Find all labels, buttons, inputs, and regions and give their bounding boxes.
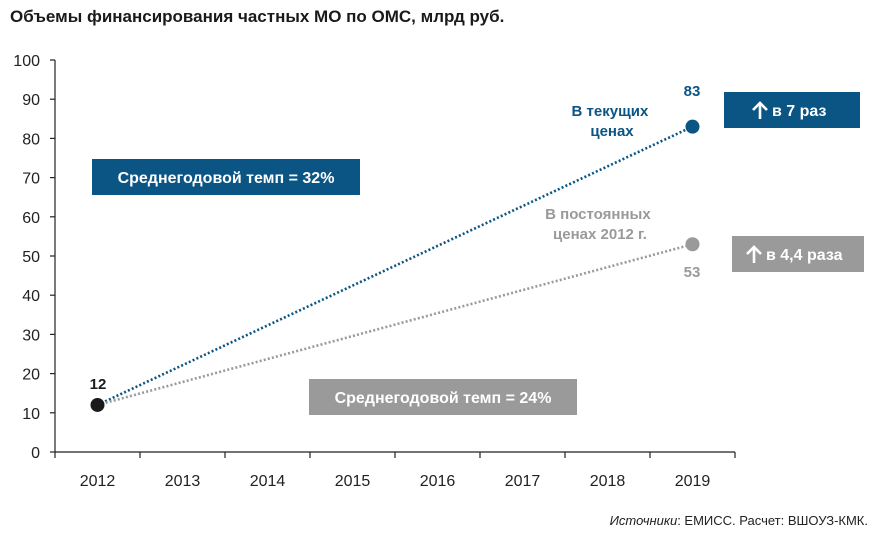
x-tick-label: 2015 [335, 473, 371, 490]
annotation-current-rate-text: Среднегодовой темп = 32% [118, 170, 335, 187]
series-layer [90, 119, 700, 412]
x-tick-label: 2017 [505, 473, 541, 490]
x-tick-label: 2018 [590, 473, 626, 490]
series-line-constant [97, 242, 693, 407]
series-line-current [96, 125, 694, 407]
series-label-current-line1: В текущих [572, 103, 649, 120]
data-label-current-end: 83 [684, 83, 701, 100]
arrow-up-icon [746, 245, 762, 263]
y-tick-label: 40 [22, 288, 40, 305]
y-tick-label: 80 [22, 131, 40, 148]
x-ticks: 2012 2013 2014 2015 2016 2017 2018 2019 [54, 452, 736, 490]
annotation-constant-growth-text: в 4,4 раза [766, 247, 843, 264]
y-tick-label: 90 [22, 92, 40, 109]
source-label: Источники [610, 513, 678, 528]
annotation-current-growth-text: в 7 раз [772, 103, 826, 120]
y-tick-label: 50 [22, 249, 40, 266]
arrow-up-icon [752, 101, 768, 119]
y-tick-label: 0 [31, 445, 40, 462]
data-point-start [90, 397, 105, 412]
annotation-constant-rate: Среднегодовой темп = 24% [309, 379, 577, 415]
data-point-current-end [685, 119, 700, 134]
series-label-constant: В постоянных ценах 2012 г. [545, 206, 655, 243]
x-tick-label: 2012 [80, 473, 116, 490]
y-tick-label: 60 [22, 210, 40, 227]
x-tick-label: 2013 [165, 473, 201, 490]
series-label-constant-line2: ценах 2012 г. [553, 226, 647, 243]
annotation-current-growth: в 7 раз [724, 92, 860, 128]
annotation-current-rate: Среднегодовой темп = 32% [92, 159, 360, 195]
data-label-start: 12 [90, 376, 107, 393]
x-tick-label: 2014 [250, 473, 286, 490]
y-tick-label: 70 [22, 171, 40, 188]
data-label-constant-end: 53 [684, 264, 701, 281]
annotation-constant-rate-text: Среднегодовой темп = 24% [335, 390, 552, 407]
data-point-constant-end [685, 237, 700, 252]
y-tick-label: 20 [22, 367, 40, 384]
y-tick-label: 10 [22, 406, 40, 423]
x-tick-label: 2019 [675, 473, 711, 490]
source-note: Источники: ЕМИСС. Расчет: ВШОУЗ-КМК. [610, 513, 868, 528]
series-label-constant-line1: В постоянных [545, 206, 651, 223]
chart-title: Объемы финансирования частных МО по ОМС,… [10, 7, 504, 26]
source-text: : ЕМИСС. Расчет: ВШОУЗ-КМК. [677, 513, 868, 528]
x-tick-label: 2016 [420, 473, 456, 490]
y-tick-label: 100 [13, 53, 40, 70]
series-label-current: В текущих ценах [572, 103, 653, 140]
y-tick-label: 30 [22, 327, 40, 344]
series-label-current-line2: ценах [590, 123, 634, 140]
y-ticks: 0 10 20 30 40 50 60 70 80 90 100 [13, 53, 55, 462]
annotation-constant-growth: в 4,4 раза [732, 236, 864, 272]
